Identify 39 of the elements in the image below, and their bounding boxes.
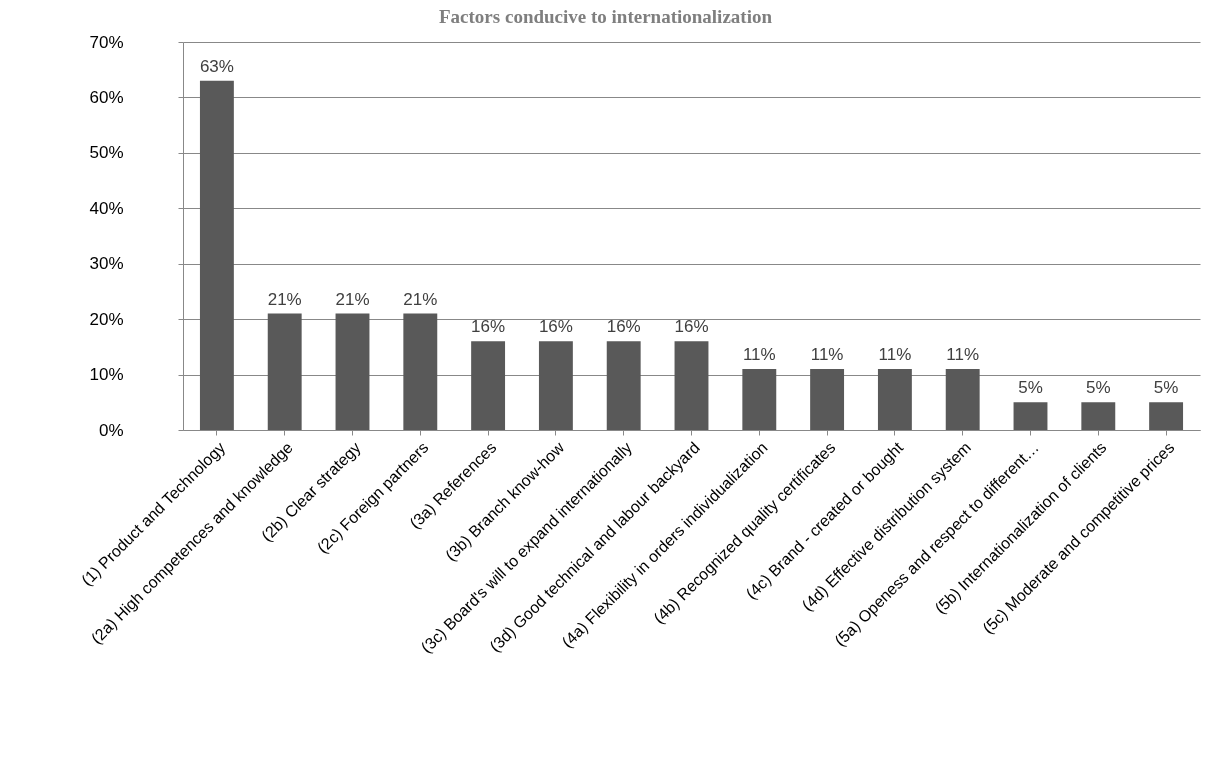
data-label: 11% xyxy=(878,345,912,365)
bar xyxy=(199,80,234,430)
y-tick-label: 0% xyxy=(98,420,124,440)
bar xyxy=(606,341,641,430)
bar xyxy=(810,369,845,430)
bar xyxy=(538,341,573,430)
y-tick-label: 70% xyxy=(89,32,124,52)
bar xyxy=(267,313,302,430)
bar xyxy=(1081,402,1116,430)
data-label: 11% xyxy=(946,345,980,365)
y-tick-label: 30% xyxy=(89,254,124,274)
data-label: 5% xyxy=(1018,378,1043,398)
bar xyxy=(674,341,709,430)
bar xyxy=(471,341,506,430)
data-label: 16% xyxy=(674,317,709,337)
bar xyxy=(877,369,912,430)
data-label: 63% xyxy=(199,56,234,76)
data-label: 16% xyxy=(538,317,573,337)
data-label: 16% xyxy=(471,317,506,337)
y-tick-label: 10% xyxy=(89,365,124,385)
y-tick-label: 60% xyxy=(89,87,124,107)
bar xyxy=(742,369,777,430)
y-tick-label: 50% xyxy=(89,143,124,163)
bar xyxy=(1013,402,1048,430)
data-label: 5% xyxy=(1153,378,1179,398)
data-label: 21% xyxy=(403,289,438,309)
bar xyxy=(335,313,370,430)
data-label: 11% xyxy=(742,345,776,365)
data-label: 16% xyxy=(606,317,641,337)
bar xyxy=(1149,402,1184,430)
bar xyxy=(945,369,980,430)
y-tick-label: 40% xyxy=(89,198,124,218)
chart-title: Factors conducive to internationalization xyxy=(439,6,773,27)
data-label: 21% xyxy=(335,289,370,309)
y-tick-label: 20% xyxy=(89,309,124,329)
data-label: 11% xyxy=(810,345,844,365)
bar xyxy=(403,313,438,430)
data-label: 21% xyxy=(267,289,302,309)
data-label: 5% xyxy=(1086,378,1111,398)
